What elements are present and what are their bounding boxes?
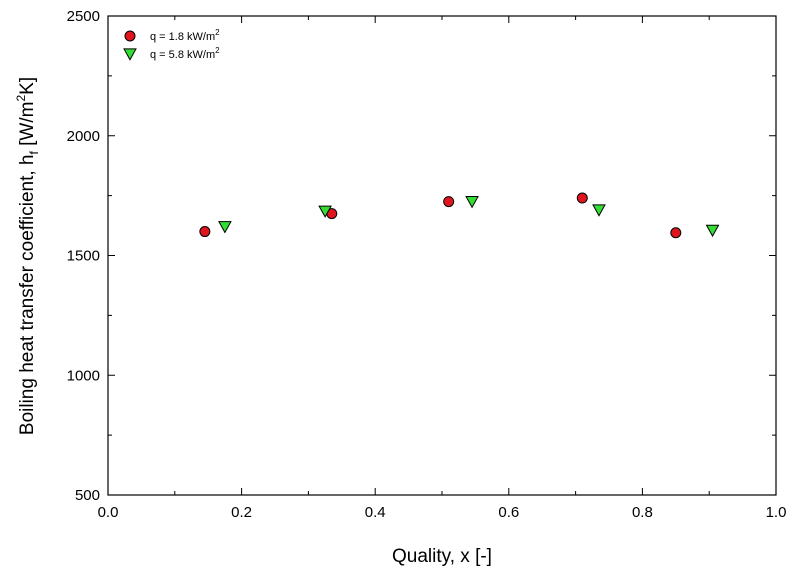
data-point-series-2 [218, 221, 232, 234]
data-point-series-1 [576, 192, 588, 204]
x-tick-label: 0.2 [231, 504, 252, 521]
x-tick-label: 0.0 [98, 504, 119, 521]
y-tick-label: 1500 [67, 248, 100, 265]
data-points [199, 192, 720, 239]
x-axis-title: Quality, x [-] [392, 546, 492, 567]
x-tick-label: 0.4 [365, 504, 386, 521]
tick-labels: 0.0 0.2 0.4 0.6 0.8 1.0 500 1000 1500 2000 2500 [67, 8, 787, 521]
x-tick-label: 1.0 [766, 504, 787, 521]
data-point-series-1 [443, 196, 455, 208]
y-tick-label: 500 [75, 487, 100, 504]
y-tick-label: 2500 [67, 8, 100, 25]
data-point-series-2 [592, 204, 606, 217]
x-tick-label: 0.8 [632, 504, 653, 521]
data-point-series-2 [705, 224, 720, 238]
y-tick-label: 2000 [67, 128, 100, 145]
legend-marker-2 [123, 48, 137, 61]
legend-label-1: q = 1.8 kW/m2 [150, 28, 220, 43]
y-axis-title-subscript: f [27, 151, 41, 155]
legend: q = 1.8 kW/m2 q = 5.8 kW/m2 [123, 28, 220, 61]
data-point-series-1 [670, 227, 682, 239]
y-axis-title: Boiling heat transfer coefficient, hf [W… [14, 77, 41, 435]
y-tick-label: 1000 [67, 367, 100, 384]
plot-frame [107, 15, 777, 496]
legend-label-2: q = 5.8 kW/m2 [150, 46, 220, 61]
data-point-series-2 [318, 205, 332, 218]
x-tick-label: 0.6 [498, 504, 519, 521]
y-axis-title-superscript: 2 [14, 95, 28, 102]
axis-ticks [107, 15, 777, 496]
legend-marker-1 [124, 30, 136, 42]
data-point-series-2 [465, 196, 479, 209]
data-point-series-1 [199, 226, 211, 238]
